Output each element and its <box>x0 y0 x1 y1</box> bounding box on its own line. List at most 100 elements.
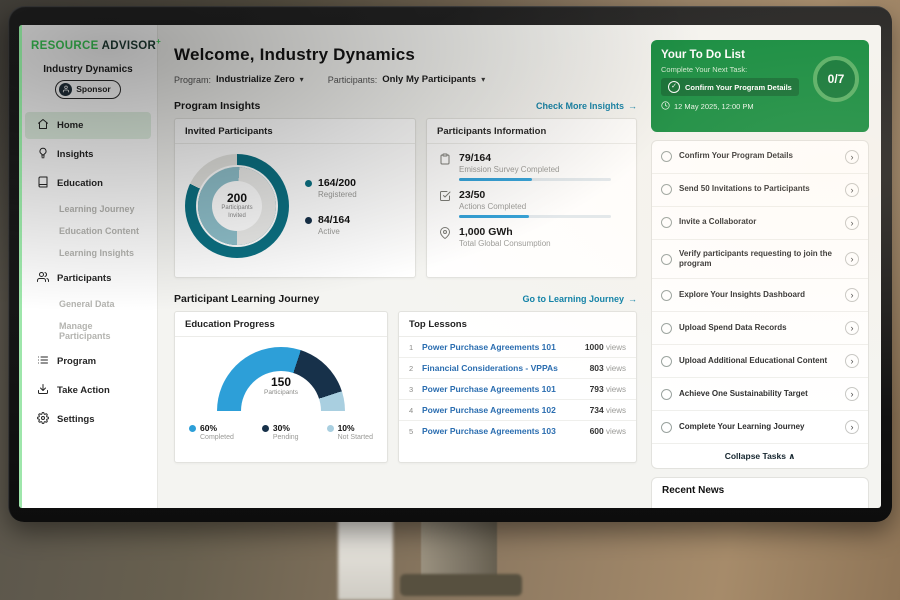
task-row-upload-spend-data[interactable]: Upload Spend Data Records › <box>652 312 868 346</box>
next-task-pill[interactable]: ✓ Confirm Your Program Details <box>661 78 799 96</box>
task-row-explore-insights[interactable]: Explore Your Insights Dashboard › <box>652 279 868 313</box>
sidebar-item-insights[interactable]: Insights <box>25 141 151 168</box>
check-icon: ✓ <box>668 81 680 93</box>
task-checkbox[interactable] <box>661 322 672 334</box>
task-row-achieve-target[interactable]: Achieve One Sustainability Target › <box>652 378 868 412</box>
sidebar-item-program[interactable]: Program <box>25 348 151 375</box>
sidebar-item-take-action[interactable]: Take Action <box>25 377 151 404</box>
todo-panel: Your To Do List Complete Your Next Task:… <box>651 25 869 508</box>
chevron-right-icon[interactable]: › <box>845 182 859 197</box>
chevron-up-icon: ∧ <box>788 451 796 462</box>
section-title-program-insights: Program Insights <box>174 100 261 112</box>
lesson-link[interactable]: Power Purchase Agreements 101 <box>422 384 556 394</box>
chevron-right-icon[interactable]: › <box>845 321 859 336</box>
sponsor-badge[interactable]: Sponsor <box>55 79 121 99</box>
chevron-right-icon[interactable]: › <box>845 387 859 402</box>
sidebar-item-learning-insights[interactable]: Learning Insights <box>59 247 135 258</box>
list-icon <box>37 354 49 369</box>
sidebar-item-manage-participants[interactable]: Manage Participants <box>59 320 111 341</box>
progress-bar <box>459 215 611 218</box>
lesson-link[interactable]: Power Purchase Agreements 101 <box>422 342 556 352</box>
main-content: Welcome, Industry Dynamics Program: Indu… <box>158 25 651 508</box>
metric-global-consumption: 1,000 GWh Total Global Consumption <box>439 226 624 248</box>
chevron-down-icon: ▾ <box>481 75 486 84</box>
task-row-invite-collaborator[interactable]: Invite a Collaborator › <box>652 207 868 240</box>
lesson-row: 3 Power Purchase Agreements 101 793 view… <box>399 379 636 400</box>
lesson-row: 5 Power Purchase Agreements 103 600 view… <box>409 426 626 436</box>
todo-subtitle: Complete Your Next Task: <box>661 65 748 74</box>
chevron-right-icon[interactable]: › <box>845 149 859 164</box>
arrow-right-icon: → <box>628 101 637 111</box>
recent-news-header[interactable]: Recent News <box>651 477 869 508</box>
task-checkbox[interactable] <box>661 184 672 196</box>
education-progress-card: Education Progress 150 Participants 60 <box>174 311 388 463</box>
section-title-learning-journey: Participant Learning Journey <box>174 293 320 305</box>
participants-information-card: Participants Information 79/164 Emission… <box>426 118 637 278</box>
lesson-link[interactable]: Power Purchase Agreements 103 <box>422 426 556 436</box>
resource-advisor-dashboard: RESOURCE ADVISOR+ Industry Dynamics Spon… <box>19 25 881 508</box>
legend-item-active: 84/164 Active <box>305 214 357 236</box>
sidebar-item-education[interactable]: Education <box>25 170 151 197</box>
logo-plus: + <box>156 37 162 46</box>
legend-dot <box>305 179 312 187</box>
logo-primary: RESOURCE <box>31 39 99 52</box>
monitor-stand-base <box>400 574 522 596</box>
legend-item-registered: 164/200 Registered <box>305 177 357 199</box>
legend-item-completed: 60% Completed <box>189 423 234 441</box>
check-more-insights-link[interactable]: Check More Insights → <box>535 101 637 111</box>
progress-bar <box>459 178 611 181</box>
top-lessons-card: Top Lessons 1 Power Purchase Agreements … <box>398 311 637 463</box>
task-checkbox[interactable] <box>661 151 672 163</box>
app-logo[interactable]: RESOURCE ADVISOR+ <box>19 25 161 52</box>
card-title: Education Progress <box>175 312 387 337</box>
lesson-link[interactable]: Financial Considerations - VPPAs <box>422 363 558 373</box>
task-checkbox[interactable] <box>661 355 672 367</box>
sidebar-item-home[interactable]: Home <box>25 111 151 139</box>
legend-item-pending: 30% Pending <box>261 423 299 441</box>
task-row-send-invitations[interactable]: Send 50 Invitations to Participants › <box>652 174 868 207</box>
task-checkbox[interactable] <box>661 388 672 400</box>
task-row-upload-educational-content[interactable]: Upload Additional Educational Content › <box>652 345 868 379</box>
task-checkbox[interactable] <box>661 289 672 301</box>
download-icon <box>37 383 49 398</box>
users-icon <box>37 271 49 286</box>
chevron-right-icon[interactable]: › <box>845 288 859 303</box>
monitor-frame: RESOURCE ADVISOR+ Industry Dynamics Spon… <box>8 6 892 522</box>
map-pin-icon <box>439 227 451 248</box>
legend-dot <box>326 424 334 432</box>
task-checkbox[interactable] <box>661 217 672 229</box>
invited-participants-card: Invited Participants 200 Participants In… <box>174 118 416 278</box>
task-row-complete-learning-journey[interactable]: Complete Your Learning Journey › <box>652 411 868 445</box>
chevron-down-icon: ▾ <box>299 75 304 84</box>
sidebar-item-participants[interactable]: Participants <box>25 265 151 292</box>
lightbulb-icon <box>37 147 49 162</box>
go-to-learning-journey-link[interactable]: Go to Learning Journey → <box>522 294 637 304</box>
card-title: Invited Participants <box>175 119 415 144</box>
todo-summary-card: Your To Do List Complete Your Next Task:… <box>651 40 869 132</box>
chevron-right-icon[interactable]: › <box>845 215 859 230</box>
home-icon <box>37 118 49 133</box>
chevron-right-icon[interactable]: › <box>845 354 859 369</box>
sidebar-item-general-data[interactable]: General Data <box>59 298 115 309</box>
sidebar-item-learning-journey[interactable]: Learning Journey <box>59 203 135 214</box>
background-object <box>338 514 393 600</box>
donut-center-label: Participants Invited <box>221 205 253 219</box>
arrow-right-icon: → <box>628 294 637 304</box>
clipboard-icon <box>439 153 451 181</box>
task-checkbox[interactable] <box>661 421 672 433</box>
task-due-date: 12 May 2025, 12:00 PM <box>661 101 859 112</box>
task-row-verify-participants[interactable]: Verify participants requesting to join t… <box>652 240 868 280</box>
task-row-confirm-program[interactable]: Confirm Your Program Details › <box>652 141 868 174</box>
logo-secondary: ADVISOR <box>101 39 157 52</box>
lesson-link[interactable]: Power Purchase Agreements 102 <box>422 405 556 415</box>
collapse-tasks-button[interactable]: Collapse Tasks ∧ <box>724 451 796 462</box>
chevron-right-icon[interactable]: › <box>845 420 859 435</box>
card-title: Participants Information <box>427 119 636 144</box>
sidebar-item-education-content[interactable]: Education Content <box>59 225 139 236</box>
sidebar-item-settings[interactable]: Settings <box>25 406 151 433</box>
program-filter[interactable]: Program: Industrialize Zero ▾ <box>174 74 304 85</box>
chevron-right-icon[interactable]: › <box>845 252 859 267</box>
participants-filter[interactable]: Participants: Only My Participants ▾ <box>328 74 486 85</box>
task-checkbox[interactable] <box>661 253 672 265</box>
